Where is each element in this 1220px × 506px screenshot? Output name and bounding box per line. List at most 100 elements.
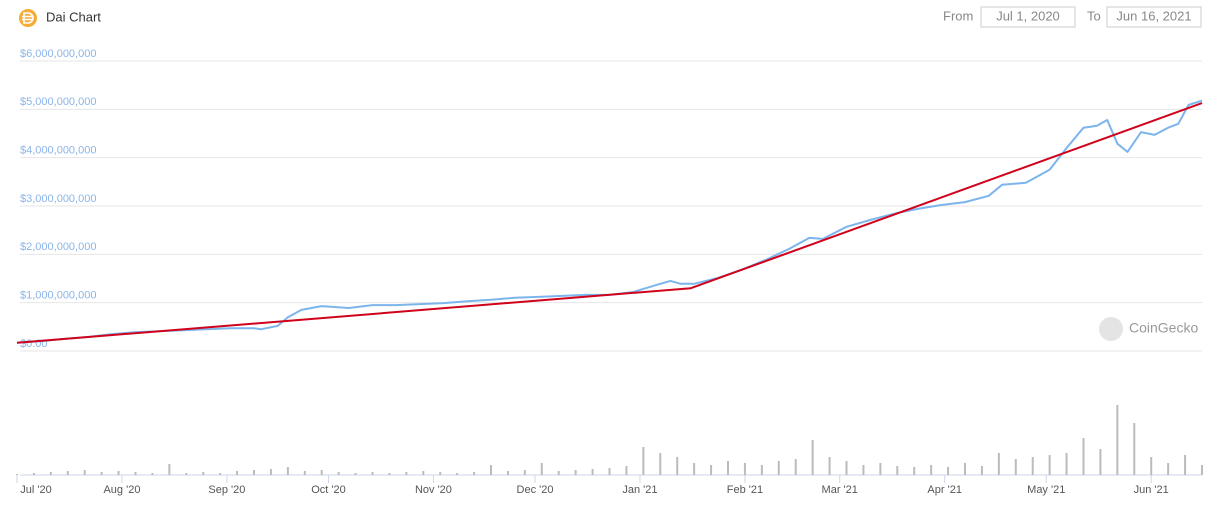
x-tick-label: Mar '21 bbox=[822, 484, 858, 496]
volume-bar bbox=[845, 461, 848, 475]
volume-bar bbox=[388, 473, 391, 475]
x-tick-label: Feb '21 bbox=[727, 484, 763, 496]
volume-bar bbox=[777, 461, 780, 475]
volume-bar bbox=[1201, 465, 1203, 475]
volume-bar bbox=[1167, 463, 1170, 475]
volume-bar bbox=[439, 472, 442, 475]
volume-bar bbox=[134, 472, 137, 475]
volume-bar bbox=[185, 473, 188, 475]
volume-bar bbox=[591, 469, 594, 475]
volume-bar bbox=[320, 470, 323, 475]
volume-bar bbox=[642, 447, 645, 475]
volume-bar bbox=[253, 470, 255, 475]
volume-bar bbox=[236, 471, 239, 475]
volume-bar bbox=[676, 457, 679, 475]
volume-bar bbox=[828, 457, 831, 475]
watermark-logo bbox=[1099, 317, 1123, 341]
x-tick-label: Jul '20 bbox=[20, 484, 51, 496]
volume-bar bbox=[811, 440, 814, 475]
x-tick-label: Jan '21 bbox=[622, 484, 657, 496]
volume-bar bbox=[896, 466, 899, 475]
volume-bar bbox=[1048, 455, 1051, 475]
line bbox=[16, 99, 1203, 344]
dai-icon-glyph bbox=[22, 12, 34, 24]
volume-bar bbox=[523, 470, 526, 475]
volume-bar bbox=[151, 473, 154, 475]
volume-bar bbox=[100, 472, 103, 475]
x-tick-label: Apr '21 bbox=[927, 484, 962, 496]
y-tick-label: $4,000,000,000 bbox=[20, 145, 96, 157]
to-date[interactable]: Jun 16, 2021 bbox=[1116, 8, 1191, 23]
volume-bar bbox=[743, 463, 746, 475]
volume-bar bbox=[1014, 459, 1017, 475]
volume-bar bbox=[202, 472, 205, 475]
volume-bar bbox=[574, 470, 577, 475]
from-input[interactable] bbox=[980, 6, 1076, 28]
volume-bar bbox=[49, 472, 52, 475]
volume-bar bbox=[862, 465, 865, 475]
volume-bar bbox=[1031, 457, 1034, 475]
from-label: From bbox=[943, 8, 973, 23]
volume-bar bbox=[1116, 405, 1119, 475]
watermark: CoinGecko bbox=[1129, 320, 1198, 336]
volume-bar bbox=[693, 463, 696, 475]
volume-bar bbox=[760, 465, 763, 475]
volume-bar bbox=[219, 473, 222, 475]
volume-bar bbox=[83, 470, 86, 475]
y-tick-label: $1,000,000,000 bbox=[20, 290, 96, 302]
volume-bar bbox=[557, 471, 560, 475]
volume-bar bbox=[422, 471, 425, 475]
volume-bar bbox=[964, 463, 966, 475]
volume-bar bbox=[794, 459, 797, 475]
from-date[interactable]: Jul 1, 2020 bbox=[996, 8, 1060, 23]
volume-bar bbox=[980, 466, 983, 475]
y-tick-label: $6,000,000,000 bbox=[20, 48, 96, 60]
volume-bar bbox=[997, 453, 1000, 475]
to-input[interactable] bbox=[1106, 6, 1202, 28]
x-tick-label: Oct '20 bbox=[311, 484, 346, 496]
volume-bar bbox=[710, 465, 713, 475]
volume-bar bbox=[405, 472, 408, 475]
volume-bar bbox=[727, 461, 729, 475]
x-tick-label: Dec '20 bbox=[517, 484, 554, 496]
x-tick-label: May '21 bbox=[1027, 484, 1065, 496]
volume-bar bbox=[506, 471, 509, 475]
volume-bar bbox=[879, 463, 882, 475]
volume-bar bbox=[303, 471, 306, 475]
volume-bar bbox=[16, 474, 18, 475]
volume-bar bbox=[286, 467, 289, 475]
x-tick-label: Nov '20 bbox=[415, 484, 452, 496]
volume-bar bbox=[625, 466, 628, 475]
volume-bar bbox=[1150, 457, 1153, 475]
volume-bar bbox=[1133, 423, 1136, 475]
volume-bar bbox=[930, 465, 933, 475]
volume-bar bbox=[608, 468, 611, 475]
x-tick-label: Jun '21 bbox=[1134, 484, 1169, 496]
volume-bar bbox=[947, 467, 950, 475]
volume-bar bbox=[540, 463, 543, 475]
volume-bar bbox=[168, 464, 171, 475]
volume-bar bbox=[117, 471, 120, 475]
volume-bar bbox=[1184, 455, 1187, 475]
volume-bar bbox=[66, 471, 69, 475]
chart-title: Dai Chart bbox=[46, 9, 101, 24]
plot bbox=[16, 99, 1203, 475]
dai-icon bbox=[19, 9, 37, 27]
volume-bar bbox=[659, 453, 662, 475]
volume-bar bbox=[269, 469, 272, 475]
volume-bar bbox=[913, 467, 916, 475]
grid: $0.00$1,000,000,000$2,000,000,000$3,000,… bbox=[16, 48, 1202, 496]
to-label: To bbox=[1087, 8, 1101, 23]
y-tick-label: $5,000,000,000 bbox=[20, 96, 96, 108]
volume-bar bbox=[1099, 449, 1102, 475]
volume-bar bbox=[1065, 453, 1068, 475]
trend-line bbox=[16, 102, 1203, 344]
volume-bar bbox=[371, 472, 374, 475]
x-tick-label: Sep '20 bbox=[208, 484, 245, 496]
volume-bar bbox=[1082, 438, 1085, 475]
y-tick-label: $3,000,000,000 bbox=[20, 193, 96, 205]
volume-bar bbox=[456, 473, 459, 475]
volume-bar bbox=[337, 472, 340, 475]
y-tick-label: $2,000,000,000 bbox=[20, 241, 96, 253]
